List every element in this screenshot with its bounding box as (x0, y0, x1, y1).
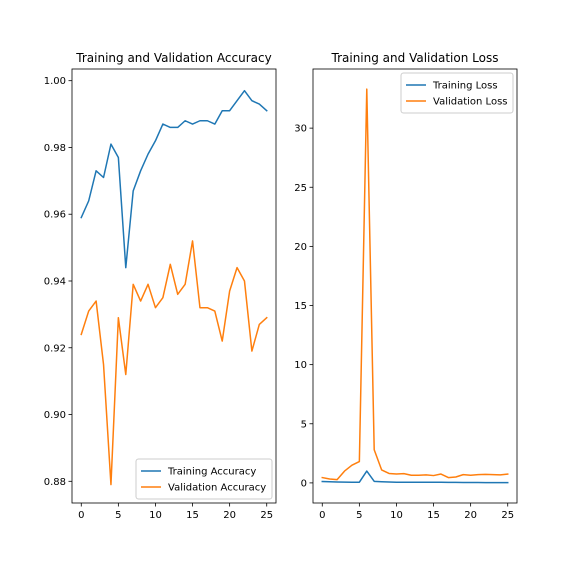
y-tick-label: 0.98 (44, 143, 66, 154)
series-line-training-accuracy (80, 89, 268, 269)
axes-frame (312, 68, 518, 504)
legend: Training Accuracy Validation Accuracy (135, 458, 273, 500)
y-tick-label: 0.92 (44, 343, 66, 354)
legend-label: Training Accuracy (167, 467, 256, 478)
x-tick-label: 5 (356, 510, 362, 521)
y-tick-label: 15 (294, 301, 307, 312)
legend-label: Validation Accuracy (168, 483, 266, 494)
chart-title: Training and Validation Accuracy (75, 51, 271, 65)
series-line-validation-loss (321, 88, 509, 481)
x-tick-label: 25 (501, 510, 514, 521)
chart-loss: Training and Validation Loss 0 5 10 15 20 25 0 5… (294, 51, 518, 521)
x-tick-label: 0 (319, 510, 325, 521)
legend-label: Validation Loss (433, 97, 508, 108)
series-line-validation-accuracy (80, 240, 268, 486)
y-tick-label: 10 (294, 360, 307, 371)
x-tick-label: 15 (186, 510, 199, 521)
y-tick-label: 25 (294, 183, 307, 194)
legend-box (135, 458, 273, 500)
x-tick-label: 15 (427, 510, 440, 521)
x-tick-label: 5 (115, 510, 121, 521)
x-tick-label: 20 (464, 510, 477, 521)
y-tick-label: 20 (294, 242, 307, 253)
y-tick-label: 0.88 (44, 477, 66, 488)
axes-frame (71, 68, 277, 504)
x-tick-label: 0 (78, 510, 84, 521)
y-tick-label: 0 (301, 478, 307, 489)
y-tick-label: 5 (301, 419, 307, 430)
x-tick-label: 10 (390, 510, 403, 521)
series-line-training-loss (321, 470, 509, 484)
x-tick-label: 20 (223, 510, 236, 521)
legend-box (400, 72, 514, 114)
x-tick-label: 10 (149, 510, 162, 521)
legend-label: Training Loss (432, 81, 498, 92)
y-tick-label: 30 (294, 124, 307, 135)
y-tick-label: 1.00 (44, 76, 66, 87)
legend: Training Loss Validation Loss (400, 72, 514, 114)
chart-title: Training and Validation Loss (331, 51, 499, 65)
y-tick-label: 0.94 (44, 276, 66, 287)
y-tick-label: 0.96 (44, 210, 66, 221)
x-tick-label: 25 (260, 510, 273, 521)
y-tick-label: 0.90 (44, 410, 66, 421)
chart-accuracy: Training and Validation Accuracy 0 5 10 15 20… (44, 51, 277, 521)
